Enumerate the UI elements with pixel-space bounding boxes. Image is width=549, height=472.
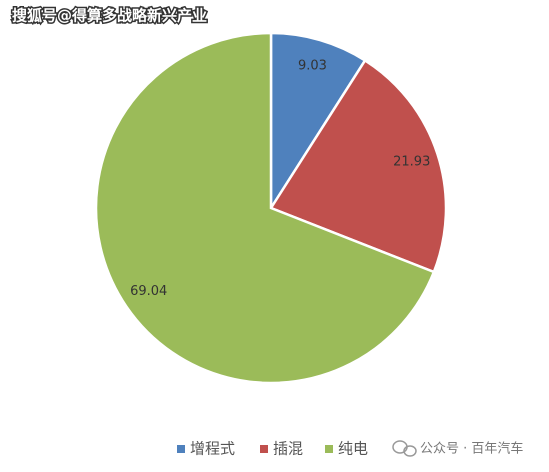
- pie-slice: [269, 58, 448, 274]
- source-icon: [392, 440, 417, 457]
- legend-label: 插混: [273, 440, 303, 458]
- pie-slice: [94, 31, 436, 385]
- data-label: 9.03: [298, 58, 327, 73]
- legend-label: 增程式: [190, 440, 235, 458]
- pie-slice: [269, 31, 367, 213]
- legend-swatch: [177, 445, 185, 453]
- data-label: 69.04: [130, 284, 167, 299]
- data-label: 21.93: [393, 155, 430, 170]
- source: 公众号 · 百年汽车: [420, 441, 523, 457]
- legend-swatch: [260, 445, 268, 453]
- legend-swatch: [325, 445, 333, 453]
- legend-label: 纯电: [338, 440, 368, 458]
- watermark: 搜狐号@得算多战略新兴产业: [12, 7, 207, 25]
